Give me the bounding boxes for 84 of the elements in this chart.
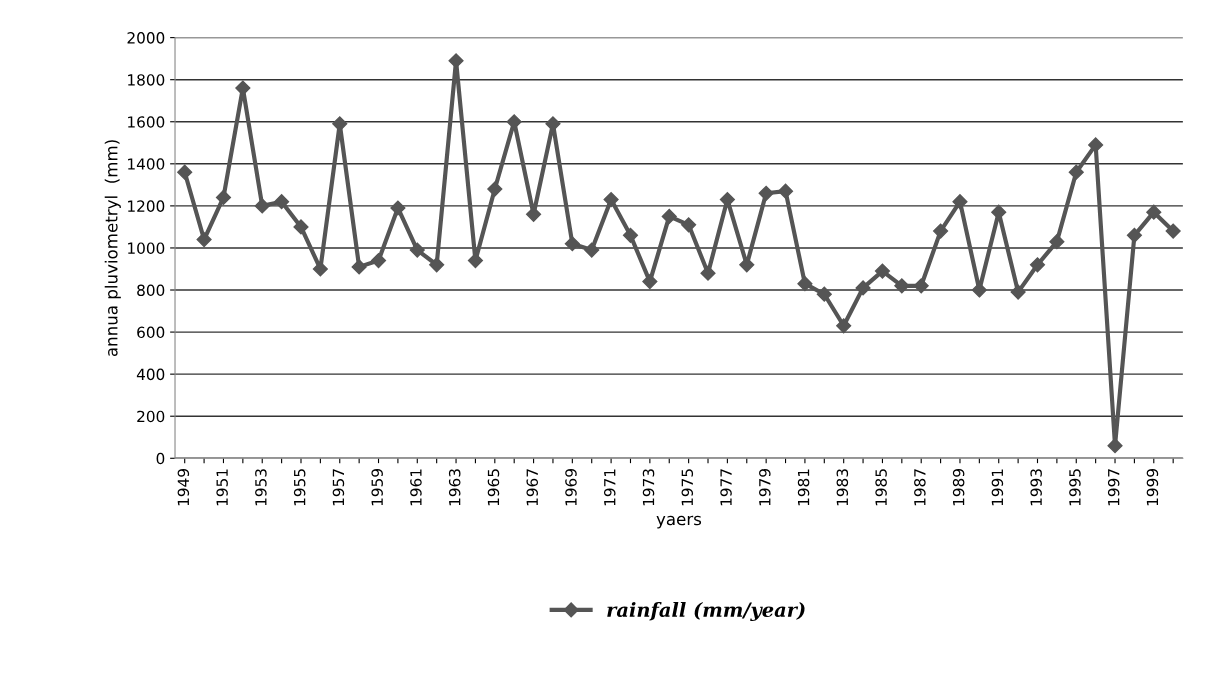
- y-tick-label: 1400: [128, 158, 165, 170]
- legend-label: rainfall (mm/year): [607, 601, 805, 622]
- point: [874, 263, 891, 279]
- point: [584, 242, 600, 258]
- point: [196, 231, 212, 248]
- x-tick-label: 1953: [255, 469, 267, 506]
- x-tick-label: 1957: [332, 469, 345, 506]
- x-tick-label: 1997: [1107, 469, 1120, 506]
- point: [409, 242, 425, 258]
- y-tick-label: 600: [137, 326, 165, 339]
- point: [390, 200, 406, 216]
- point: [855, 280, 871, 296]
- x-tick-label: 1983: [836, 469, 849, 506]
- point: [661, 208, 677, 224]
- x-tick-label: 1989: [952, 469, 965, 506]
- y-tick-label: 400: [136, 368, 165, 381]
- y-tick-label: 1000: [128, 242, 165, 254]
- point: [332, 116, 348, 132]
- point: [274, 194, 290, 210]
- y-tick-label: 200: [137, 410, 165, 423]
- point: [1068, 164, 1084, 180]
- point: [797, 276, 813, 292]
- x-tick-label: 1965: [487, 469, 500, 506]
- x-tick-label: 1963: [448, 469, 461, 506]
- point: [777, 183, 794, 199]
- x-tick-label: 1951: [216, 469, 228, 506]
- point: [351, 259, 367, 275]
- x-tick-label: 1981: [797, 469, 810, 506]
- point: [816, 286, 832, 302]
- point: [836, 318, 852, 334]
- x-tick-label: 1969: [565, 469, 577, 506]
- point: [215, 189, 232, 206]
- x-tick-label: 1967: [526, 469, 539, 506]
- point: [952, 194, 968, 210]
- x-tick-label: 1959: [371, 469, 383, 506]
- x-tick-label: 1987: [914, 469, 926, 506]
- x-axis-title: yaers: [656, 515, 702, 529]
- point: [370, 252, 387, 269]
- y-tick-label: 800: [137, 284, 165, 297]
- y-axis-title: annua pluviometryl (mm): [104, 140, 121, 357]
- point: [1088, 137, 1104, 153]
- point: [719, 192, 735, 208]
- x-tick-label: 1999: [1146, 469, 1159, 506]
- y-tick-label: 1800: [128, 74, 165, 86]
- point: [177, 164, 193, 180]
- point: [913, 278, 929, 294]
- y-tick-label: 1200: [128, 200, 165, 212]
- x-tick-label: 1995: [1069, 469, 1081, 506]
- point: [1165, 223, 1181, 239]
- point: [758, 185, 774, 201]
- point: [1107, 438, 1123, 454]
- point: [1029, 257, 1046, 273]
- point: [622, 227, 639, 243]
- x-tick-label: 1991: [991, 469, 1004, 506]
- point: [894, 278, 910, 294]
- y-tick-label: 2000: [127, 32, 165, 44]
- x-tick-label: 1975: [681, 469, 694, 506]
- x-tick-label: 1955: [293, 469, 306, 506]
- x-tick-label: 1985: [875, 469, 887, 506]
- point: [429, 257, 445, 273]
- y-tick-label: 1600: [128, 116, 165, 128]
- point: [1049, 234, 1065, 250]
- point: [1146, 204, 1162, 220]
- point: [700, 265, 716, 281]
- x-tick-label: 1971: [603, 469, 616, 506]
- point: [564, 236, 580, 252]
- x-tick-label: 1979: [759, 469, 771, 506]
- point: [448, 53, 464, 69]
- point: [487, 181, 503, 197]
- point: [235, 80, 251, 96]
- x-tick-label: 1973: [642, 469, 655, 506]
- point: [254, 198, 270, 214]
- point: [681, 217, 697, 233]
- point: [933, 223, 949, 239]
- x-tick-label: 1977: [720, 469, 732, 506]
- point: [603, 192, 619, 208]
- x-tick-label: 1993: [1030, 469, 1042, 506]
- point: [642, 274, 658, 290]
- point: [293, 219, 309, 235]
- point: [1010, 284, 1026, 300]
- point: [1126, 227, 1142, 243]
- x-tick-label: 1961: [410, 469, 422, 506]
- x-tick-label: 1949: [177, 469, 190, 506]
- y-tick-label: 0: [156, 452, 165, 465]
